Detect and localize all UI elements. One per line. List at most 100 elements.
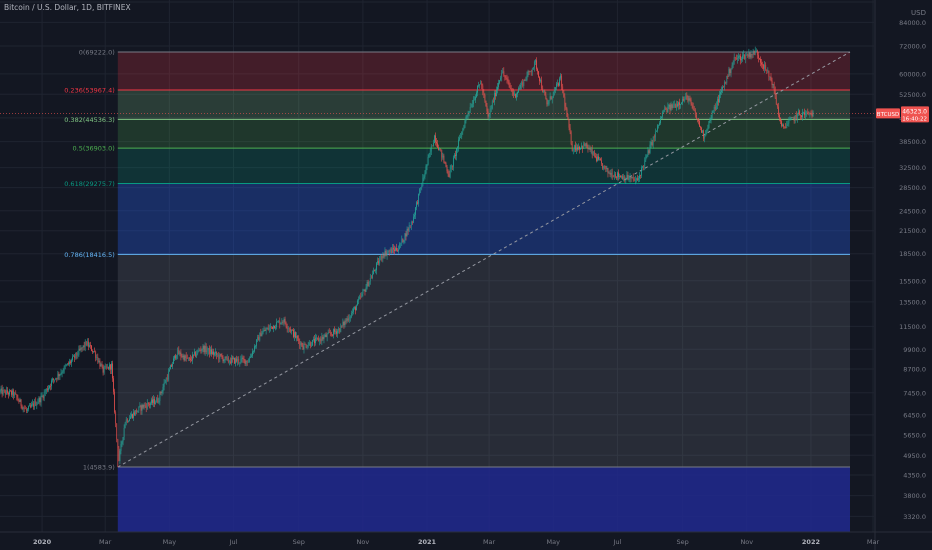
candle-body	[762, 64, 763, 66]
candle-body	[626, 174, 628, 179]
candle-body	[121, 441, 123, 444]
candle-body	[558, 83, 559, 86]
symbol-title[interactable]: Bitcoin / U.S. Dollar, 1D, BITFINEX	[4, 3, 131, 12]
candle-body	[778, 106, 779, 115]
candle-body	[269, 326, 271, 328]
candle-body	[98, 360, 100, 362]
candle-body	[118, 447, 120, 462]
candle-body	[582, 145, 584, 149]
candle-body	[646, 155, 648, 157]
candle-body	[587, 147, 589, 149]
candle-body	[435, 135, 436, 142]
candle-body	[364, 289, 366, 292]
candle-body	[720, 92, 721, 95]
candle-body	[306, 347, 308, 348]
candle-body	[186, 358, 188, 359]
fib-band	[117, 119, 851, 149]
candle-body	[86, 341, 88, 346]
fib-band	[117, 467, 851, 532]
candle-body	[606, 168, 608, 170]
candle-body	[68, 363, 69, 365]
candle-body	[803, 112, 804, 113]
candle-body	[369, 277, 371, 282]
candle-body	[160, 392, 162, 393]
candle-body	[74, 355, 76, 358]
candle-body	[254, 346, 255, 352]
candle-body	[277, 321, 279, 323]
candle-body	[232, 357, 233, 359]
fib-level-label: 0.786(18416.5)	[64, 251, 115, 259]
candle-body	[506, 78, 508, 80]
candle-body	[155, 402, 157, 405]
time-tick-label: Nov	[357, 538, 370, 546]
candle-body	[660, 118, 661, 124]
candle-body	[740, 55, 741, 61]
candle-body	[591, 149, 593, 155]
candle-body	[771, 80, 773, 85]
candle-body	[5, 390, 7, 395]
price-tick-label: 52500.0	[899, 91, 926, 99]
candle-body	[332, 334, 333, 336]
candle-body	[318, 338, 320, 342]
candle-body	[341, 325, 343, 327]
candle-body	[555, 87, 556, 90]
candle-body	[697, 118, 698, 120]
candle-body	[188, 357, 190, 359]
candle-body	[724, 81, 726, 88]
price-tick-label: 84000.0	[899, 19, 926, 27]
candle-body	[796, 113, 798, 119]
candle-body	[413, 216, 414, 223]
candle-body	[663, 111, 665, 113]
candle-body	[131, 414, 132, 417]
candle-body	[173, 358, 174, 364]
candle-body	[258, 337, 260, 341]
candle-body	[661, 116, 662, 119]
candle-body	[411, 221, 413, 223]
candle-body	[458, 139, 459, 148]
price-tick-label: 60000.0	[899, 70, 926, 78]
candle-body	[366, 281, 368, 288]
candle-body	[287, 328, 289, 330]
candle-body	[75, 352, 77, 358]
candle-body	[773, 83, 775, 91]
candle-body	[707, 128, 709, 130]
candle-body	[293, 329, 294, 337]
candle-body	[764, 64, 766, 69]
fib-band	[117, 183, 851, 255]
candle-body	[573, 145, 575, 150]
candle-body	[163, 382, 165, 388]
candle-body	[184, 355, 186, 361]
candle-body	[651, 142, 653, 146]
price-tick-label: 3800.0	[903, 492, 926, 500]
candle-body	[117, 439, 119, 448]
candle-body	[14, 393, 16, 396]
candle-body	[719, 94, 720, 103]
candle-body	[440, 148, 442, 150]
candle-body	[113, 378, 114, 392]
candle-body	[673, 104, 675, 106]
candle-body	[666, 108, 668, 113]
candle-body	[312, 339, 313, 346]
candle-body	[256, 339, 257, 347]
candle-body	[788, 120, 790, 124]
candle-body	[404, 233, 406, 241]
candle-body	[16, 394, 18, 398]
candle-body	[284, 318, 286, 324]
candle-body	[519, 88, 520, 89]
candle-body	[310, 345, 312, 347]
candle-body	[791, 117, 793, 118]
candle-body	[206, 350, 208, 353]
candle-body	[22, 407, 24, 409]
candle-body	[543, 90, 545, 93]
candle-body	[401, 238, 403, 244]
candle-body	[500, 77, 502, 81]
candle-body	[542, 88, 544, 93]
candle-body	[8, 393, 9, 395]
candle-body	[417, 202, 418, 204]
candle-body	[247, 362, 249, 363]
candle-body	[725, 81, 727, 83]
candle-body	[644, 159, 646, 167]
fib-level-label: 0.5(36903.0)	[73, 145, 115, 153]
candle-body	[119, 450, 121, 462]
